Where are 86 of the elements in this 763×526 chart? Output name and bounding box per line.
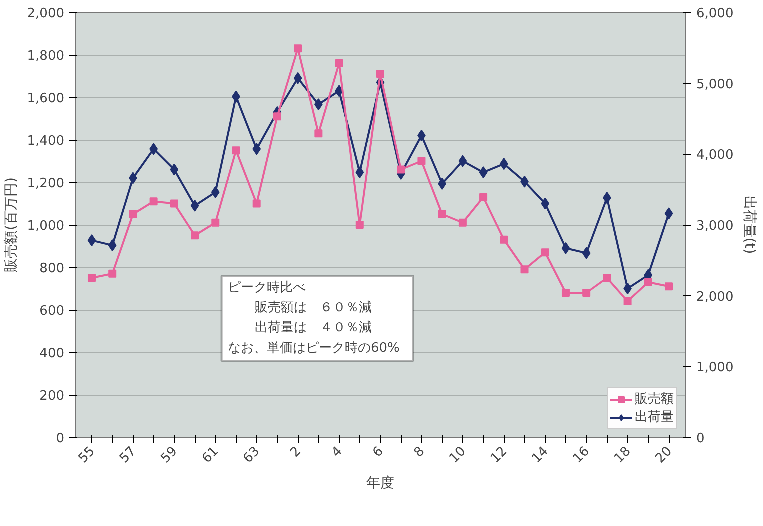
y-tick-label: 800 <box>40 262 65 276</box>
x-tick-label: 2 <box>288 444 304 461</box>
legend-label: 販売額 <box>635 391 674 408</box>
point <box>314 130 323 138</box>
annotation: ピーク時比べ <box>228 280 306 296</box>
point <box>150 198 158 206</box>
point <box>438 210 446 218</box>
point <box>232 146 240 155</box>
annotation: なお、単価はピーク時の60% <box>228 340 400 356</box>
y-tick-label: 2,000 <box>27 6 64 22</box>
x-tick-label: 14 <box>529 444 552 467</box>
y2-tick-label: 2,000 <box>696 290 734 305</box>
point <box>211 186 220 198</box>
point <box>356 166 364 179</box>
point <box>170 200 178 208</box>
y-axis-title: 販売額(百万円) <box>3 178 20 272</box>
annotation: 出荷量は ４０％減 <box>254 320 372 336</box>
point <box>335 60 344 68</box>
x-tick-label: 6 <box>370 444 387 461</box>
y2-tick-label: 4,000 <box>696 148 734 164</box>
point <box>541 198 550 210</box>
point <box>252 200 261 208</box>
x-tick-label: 61 <box>200 444 222 467</box>
point <box>356 221 364 229</box>
y2-axis-title: 出荷量(t) <box>742 196 758 254</box>
y2-tick-label: 0 <box>696 432 705 446</box>
x-tick-label: 4 <box>329 444 346 461</box>
y-tick-label: 1,400 <box>27 134 64 149</box>
point <box>480 193 488 202</box>
point <box>582 289 591 297</box>
point <box>624 298 632 306</box>
x-tick-label: 8 <box>412 444 428 461</box>
point <box>479 166 488 179</box>
point <box>170 164 179 176</box>
point <box>88 274 96 282</box>
point <box>190 200 200 212</box>
x-tick-label: 12 <box>488 444 511 467</box>
point <box>664 208 674 220</box>
point <box>294 44 302 53</box>
y-tick-label: 0 <box>56 432 65 446</box>
point <box>562 289 570 297</box>
y-tick-label: 1,600 <box>27 92 64 106</box>
point <box>108 240 117 252</box>
y-tick-label: 200 <box>40 389 65 404</box>
point <box>294 72 302 84</box>
y-tick-label: 1,800 <box>27 49 64 64</box>
point <box>418 157 426 166</box>
point <box>191 232 200 240</box>
point <box>562 242 570 254</box>
y-tick-label: 1,200 <box>27 176 64 192</box>
x-axis-title: 年度 <box>366 475 394 492</box>
point <box>273 112 282 121</box>
point <box>88 234 96 247</box>
y-tick-label: 400 <box>40 346 65 362</box>
y-tick-label: 600 <box>40 304 65 319</box>
x-tick-label: 10 <box>446 444 470 467</box>
y2-tick-label: 3,000 <box>696 219 734 234</box>
point <box>252 143 262 156</box>
point <box>458 155 468 168</box>
point <box>129 210 138 218</box>
point <box>665 282 674 291</box>
legend-label: 出荷量 <box>635 409 674 426</box>
point <box>500 158 508 170</box>
point <box>397 166 406 174</box>
x-tick-label: 18 <box>612 444 634 467</box>
y-tick-label: 1,000 <box>27 219 64 234</box>
point <box>376 70 384 78</box>
point <box>458 218 467 227</box>
point <box>500 236 508 244</box>
point <box>212 218 220 227</box>
x-tick-label: 59 <box>158 444 181 467</box>
point <box>108 270 117 278</box>
x-tick-label: 63 <box>240 444 264 467</box>
y2-tick-label: 5,000 <box>696 77 734 92</box>
point <box>644 278 652 286</box>
point <box>520 266 529 274</box>
x-tick-label: 20 <box>653 444 676 467</box>
y2-tick-label: 1,000 <box>696 360 734 376</box>
point <box>603 274 612 282</box>
annotation: 販売額は ６０％減 <box>254 300 372 316</box>
x-tick-label: 16 <box>570 444 593 467</box>
x-tick-label: 57 <box>117 444 140 467</box>
point <box>541 248 550 257</box>
point <box>582 247 591 260</box>
y2-tick-label: 6,000 <box>696 6 734 22</box>
x-tick-label: 55 <box>76 444 98 467</box>
